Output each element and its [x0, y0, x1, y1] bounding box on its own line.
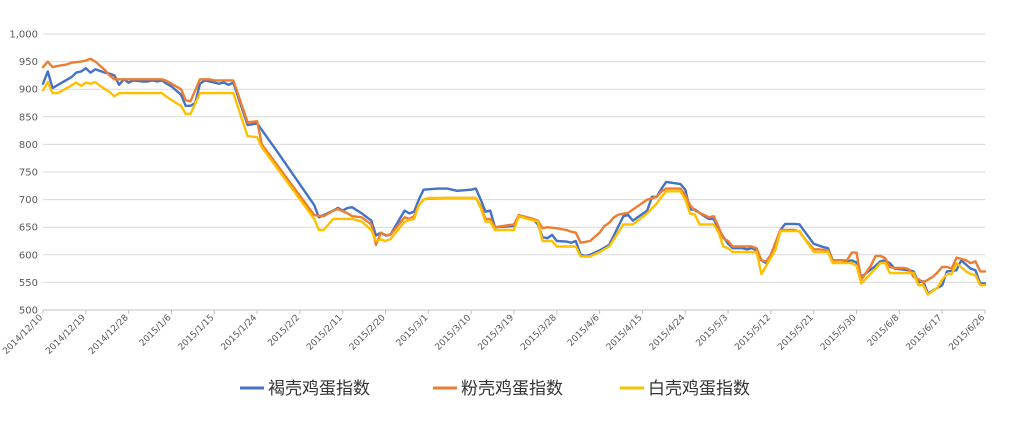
- series-lines: [41, 57, 987, 296]
- y-tick-label: 600: [19, 250, 38, 261]
- y-tick-label: 900: [19, 85, 38, 96]
- y-tick-label: 550: [19, 278, 38, 289]
- legend-label-1: 粉壳鸡蛋指数: [461, 379, 563, 399]
- y-tick-label: 950: [19, 57, 38, 68]
- legend-label-2: 白壳鸡蛋指数: [648, 379, 750, 399]
- y-tick-label: 850: [19, 112, 38, 123]
- y-tick-label: 800: [19, 140, 38, 151]
- series-line-2: [41, 80, 987, 296]
- y-tick-label: 500: [19, 306, 38, 317]
- y-tick-label: 650: [19, 223, 38, 234]
- y-tick-label: 750: [19, 168, 38, 179]
- y-tick-label: 700: [19, 195, 38, 206]
- y-axis: 500 550 600 650 700 750 800 850 900 950 1,000: [9, 30, 38, 317]
- series-line-1: [41, 57, 987, 284]
- gridlines: [43, 33, 985, 311]
- legend-label-0: 褐壳鸡蛋指数: [268, 379, 370, 399]
- legend: 褐壳鸡蛋指数 粉壳鸡蛋指数 白壳鸡蛋指数: [240, 379, 750, 399]
- y-tick-label: 1,000: [9, 30, 38, 41]
